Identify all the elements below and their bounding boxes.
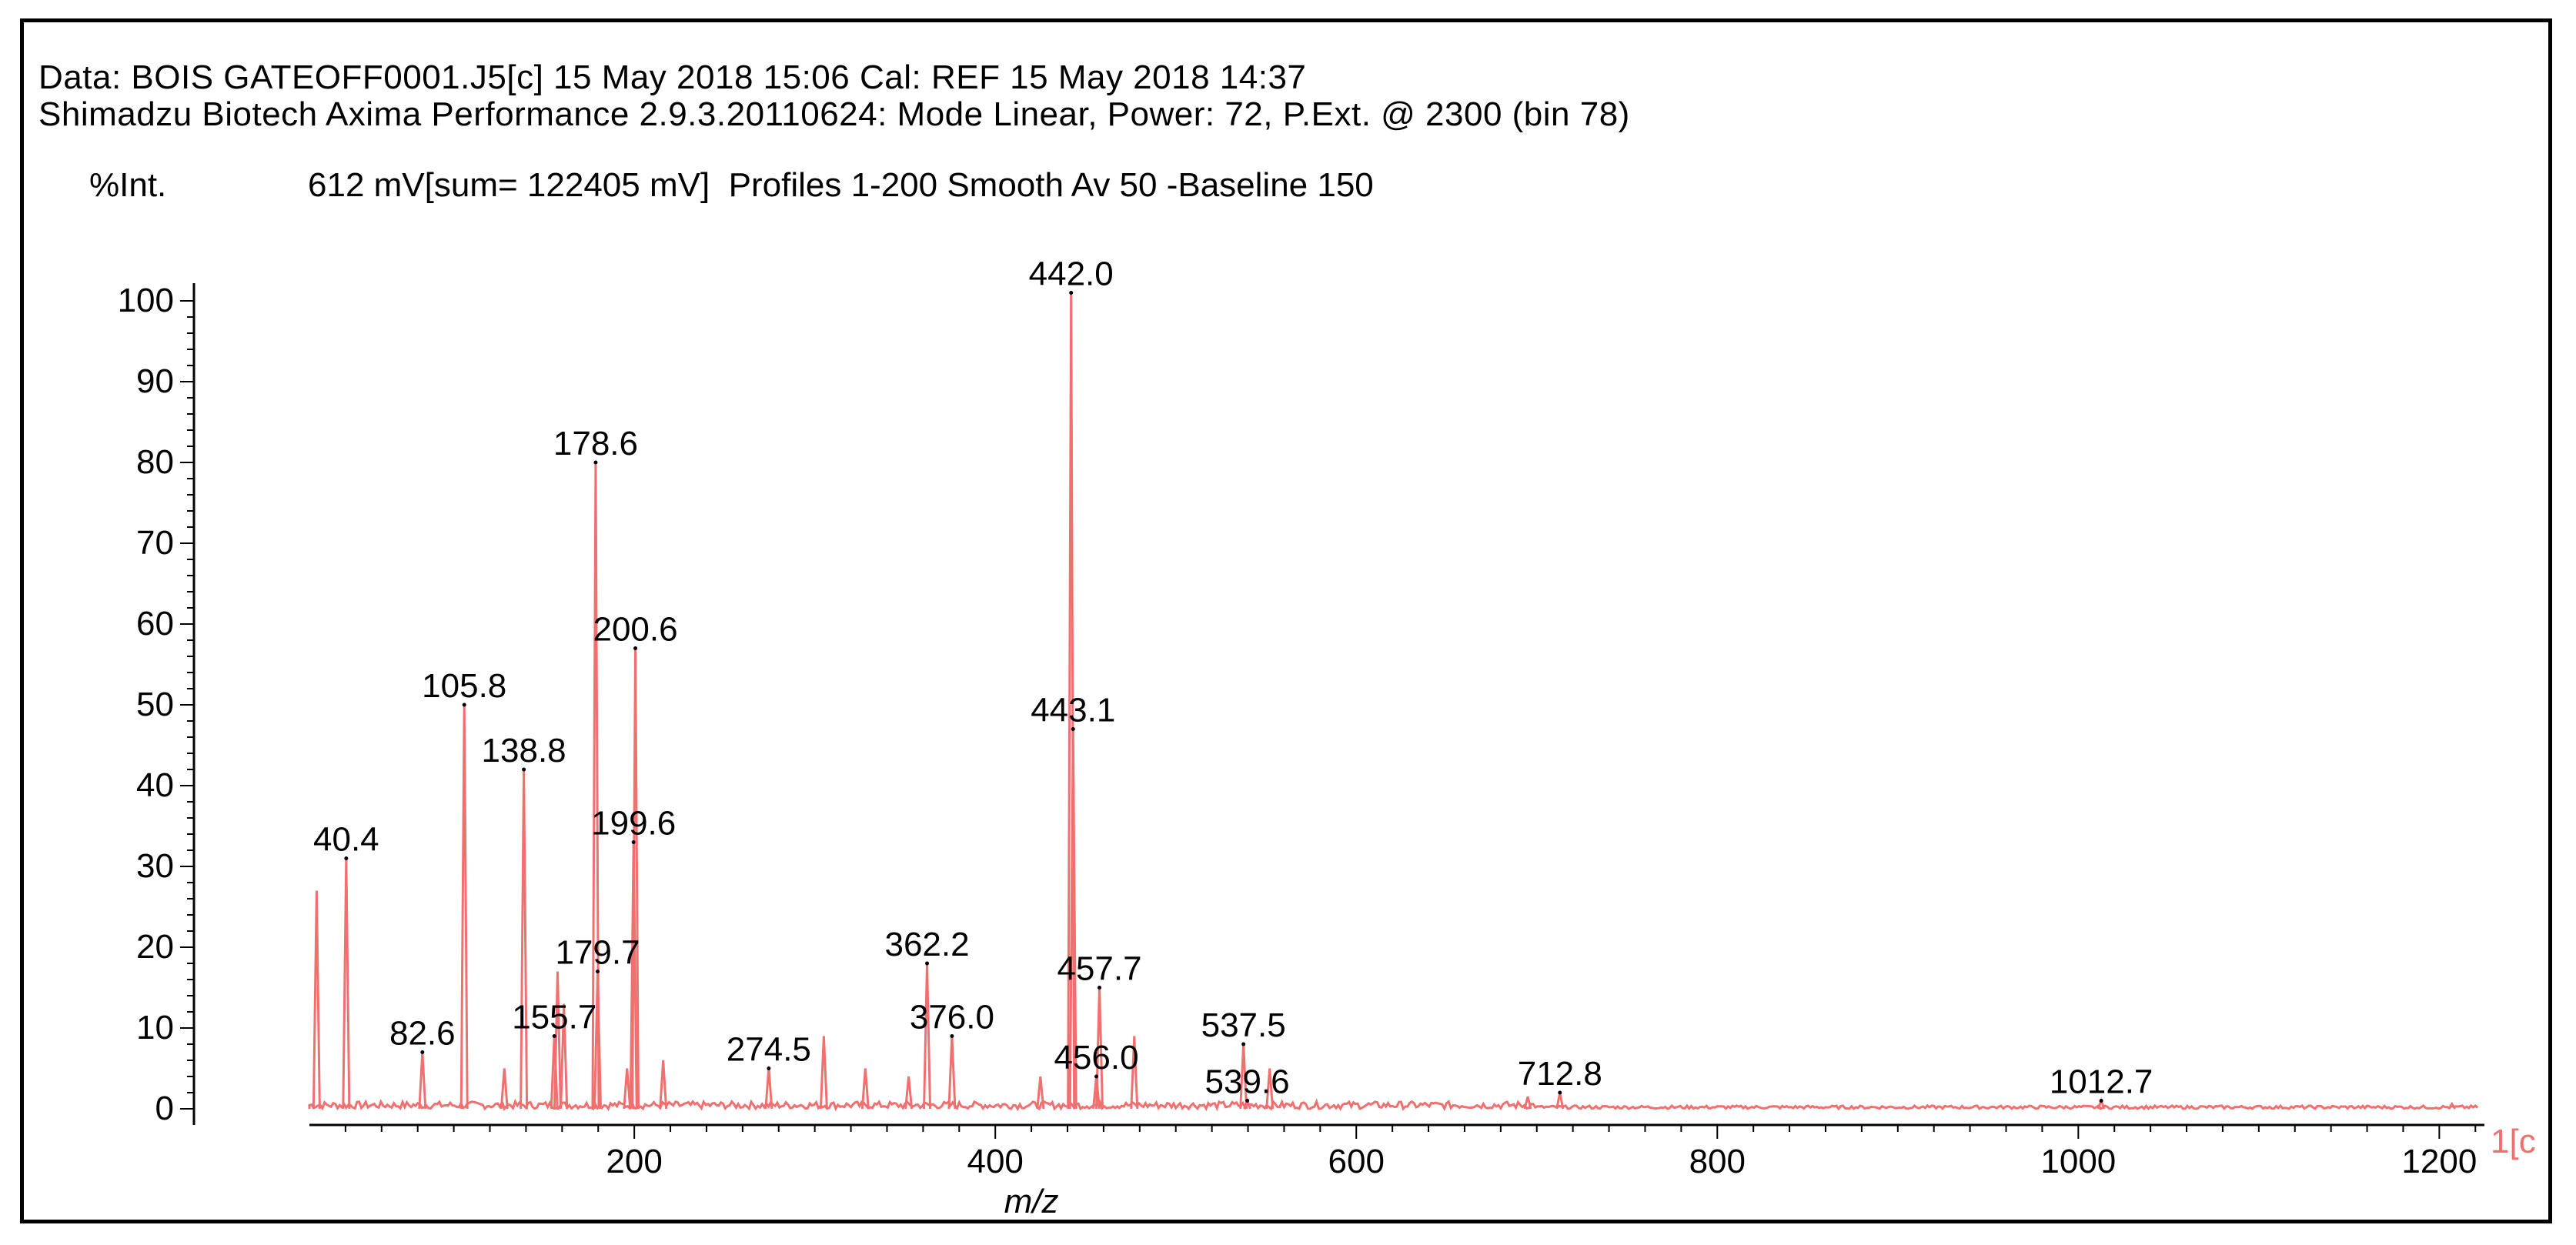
- peak-line: [312, 890, 321, 1110]
- peak-marker: [1071, 727, 1075, 731]
- peak-labels-group: 40.4 82.6 105.8 138.8 155.7 178.6 179.7 199.6 20…: [313, 255, 2153, 1103]
- peak-marker: [631, 840, 636, 844]
- peak-label: 138.8: [482, 732, 566, 769]
- peak-label: 712.8: [1518, 1055, 1602, 1093]
- y-tick-label: 90: [136, 362, 174, 400]
- peak-label: 1012.7: [2050, 1063, 2153, 1101]
- y-tick-label: 50: [136, 686, 174, 723]
- y-tick-label: 80: [136, 443, 174, 481]
- peak-label: 178.6: [553, 425, 638, 462]
- peak-label: 179.7: [555, 934, 640, 972]
- peak-line: [1036, 1076, 1045, 1110]
- peak-marker: [522, 767, 526, 772]
- x-tick-label: 400: [967, 1143, 1023, 1180]
- peak-line: [1523, 1096, 1532, 1110]
- y-tick-label: 70: [136, 524, 174, 562]
- x-tick-label: 800: [1689, 1143, 1746, 1180]
- peak-line: [904, 1076, 914, 1110]
- peak-line: [2447, 1101, 2457, 1110]
- peak-line: [659, 1060, 668, 1110]
- peak-marker: [552, 1034, 556, 1038]
- x-tick-label: 600: [1328, 1143, 1385, 1180]
- peak-line: [560, 1003, 569, 1110]
- peak-line: [623, 1068, 632, 1110]
- peak-marker: [633, 646, 638, 650]
- spectrum-trace: [308, 1098, 2479, 1112]
- peak-label: 442.0: [1029, 255, 1114, 293]
- peak-line: [819, 1036, 828, 1110]
- y-tick-label: 60: [136, 605, 174, 643]
- peak-line: [499, 1068, 509, 1110]
- peak-label: 537.5: [1201, 1006, 1286, 1044]
- peak-marker: [1245, 1099, 1250, 1103]
- instrument-header: Shimadzu Biotech Axima Performance 2.9.3…: [38, 95, 1630, 133]
- x-tick-label: 200: [606, 1143, 662, 1180]
- peak-marker: [950, 1034, 954, 1038]
- ticks-group: 0 10 20 30 40 50 60 70 80 90 100 200 400 600 800 1000 12…: [118, 282, 2477, 1180]
- intensity-axis-label: %Int.: [89, 166, 167, 204]
- x-tick-label: 1200: [2401, 1143, 2477, 1180]
- peak-marker: [344, 856, 349, 860]
- peak-label: 105.8: [422, 667, 506, 705]
- peak-line: [342, 858, 351, 1110]
- x-axis-label: m/z: [1004, 1183, 1059, 1220]
- peak-label: 155.7: [512, 999, 596, 1036]
- peak-label: 376.0: [910, 999, 994, 1036]
- y-tick-label: 0: [155, 1090, 174, 1127]
- series-marker: 1[c: [2491, 1123, 2536, 1160]
- y-tick-label: 10: [136, 1009, 174, 1046]
- profile-info: 612 mV[sum= 122405 mV] Profiles 1-200 Sm…: [308, 166, 1374, 204]
- peak-marker: [2099, 1099, 2103, 1103]
- chart-frame: [20, 18, 2552, 1223]
- peak-lines-group: [312, 292, 2457, 1110]
- peak-line: [553, 971, 562, 1110]
- peak-line: [923, 963, 932, 1110]
- peak-line: [1130, 1036, 1139, 1110]
- peak-marker: [1069, 291, 1074, 295]
- peak-label: 274.5: [727, 1031, 811, 1069]
- peak-label: 362.2: [884, 926, 969, 963]
- peak-label: 456.0: [1054, 1039, 1138, 1076]
- peak-line: [860, 1068, 870, 1110]
- peak-line: [947, 1036, 957, 1110]
- peak-marker: [462, 703, 466, 707]
- peak-label: 40.4: [313, 821, 379, 859]
- peak-label: 82.6: [389, 1015, 456, 1053]
- peak-marker: [767, 1066, 771, 1070]
- peak-marker: [1098, 986, 1102, 990]
- y-tick-label: 100: [118, 282, 174, 319]
- y-tick-label: 20: [136, 928, 174, 966]
- peak-line: [1265, 1068, 1275, 1110]
- peak-label: 199.6: [591, 805, 676, 843]
- peak-line: [764, 1068, 773, 1110]
- peak-marker: [925, 961, 930, 966]
- x-tick-label: 1000: [2040, 1143, 2116, 1180]
- peak-marker: [1241, 1042, 1246, 1046]
- peak-label: 200.6: [593, 611, 677, 649]
- peak-label: 443.1: [1031, 692, 1115, 729]
- data-file-header: Data: BOIS GATEOFF0001.J5[c] 15 May 2018…: [38, 58, 1307, 96]
- peak-line: [418, 1052, 427, 1110]
- peak-marker: [1558, 1090, 1562, 1095]
- peak-line: [520, 769, 529, 1110]
- y-tick-label: 30: [136, 847, 174, 885]
- peak-marker: [1094, 1074, 1099, 1079]
- peak-marker: [420, 1050, 425, 1054]
- peak-marker: [593, 460, 598, 465]
- y-tick-label: 40: [136, 766, 174, 804]
- peak-label: 539.6: [1205, 1063, 1290, 1101]
- peak-line: [459, 704, 469, 1110]
- peak-label: 457.7: [1057, 950, 1141, 988]
- peak-marker: [596, 970, 600, 973]
